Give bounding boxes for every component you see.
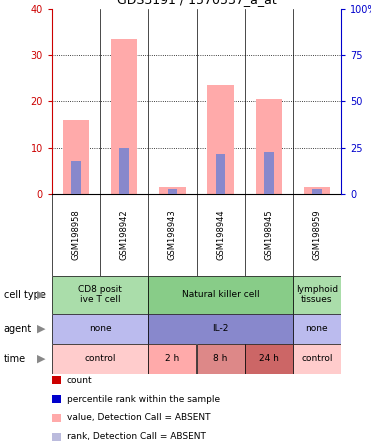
Text: control: control xyxy=(301,354,333,363)
Bar xyxy=(312,189,322,194)
Bar xyxy=(119,147,129,194)
Text: GSM198943: GSM198943 xyxy=(168,210,177,260)
Bar xyxy=(148,344,197,374)
Text: Natural killer cell: Natural killer cell xyxy=(182,290,259,299)
Bar xyxy=(71,162,81,194)
Text: percentile rank within the sample: percentile rank within the sample xyxy=(67,395,220,404)
Bar xyxy=(216,155,226,194)
Text: count: count xyxy=(67,376,92,385)
Bar xyxy=(63,120,89,194)
Text: GSM198959: GSM198959 xyxy=(312,210,321,260)
Text: 24 h: 24 h xyxy=(259,354,279,363)
Text: 8 h: 8 h xyxy=(213,354,228,363)
Text: GSM198944: GSM198944 xyxy=(216,210,225,260)
Bar xyxy=(207,85,234,194)
Bar xyxy=(293,314,341,344)
Text: CD8 posit
ive T cell: CD8 posit ive T cell xyxy=(78,285,122,305)
Bar xyxy=(256,99,282,194)
Text: ▶: ▶ xyxy=(37,354,45,364)
Bar xyxy=(304,187,330,194)
Bar xyxy=(197,344,244,374)
Bar xyxy=(52,276,148,314)
Text: IL-2: IL-2 xyxy=(212,324,229,333)
Bar xyxy=(52,314,148,344)
Text: cell type: cell type xyxy=(4,290,46,300)
Text: 2 h: 2 h xyxy=(165,354,180,363)
Bar xyxy=(168,189,177,194)
Title: GDS3191 / 1570537_a_at: GDS3191 / 1570537_a_at xyxy=(116,0,276,6)
Text: none: none xyxy=(306,324,328,333)
Bar xyxy=(148,276,293,314)
Bar xyxy=(244,344,293,374)
Text: none: none xyxy=(89,324,111,333)
Text: value, Detection Call = ABSENT: value, Detection Call = ABSENT xyxy=(67,413,210,422)
Text: GSM198945: GSM198945 xyxy=(264,210,273,260)
Text: rank, Detection Call = ABSENT: rank, Detection Call = ABSENT xyxy=(67,432,206,441)
Text: time: time xyxy=(4,354,26,364)
Text: ▶: ▶ xyxy=(37,290,45,300)
Text: control: control xyxy=(85,354,116,363)
Text: GSM198942: GSM198942 xyxy=(120,210,129,260)
Bar xyxy=(293,344,341,374)
Text: lymphoid
tissues: lymphoid tissues xyxy=(296,285,338,305)
Text: agent: agent xyxy=(4,324,32,334)
Bar xyxy=(293,276,341,314)
Bar xyxy=(52,344,148,374)
Bar xyxy=(264,152,273,194)
Text: GSM198958: GSM198958 xyxy=(72,210,81,260)
Bar xyxy=(148,314,293,344)
Bar xyxy=(111,39,138,194)
Text: ▶: ▶ xyxy=(37,324,45,334)
Bar xyxy=(159,187,186,194)
